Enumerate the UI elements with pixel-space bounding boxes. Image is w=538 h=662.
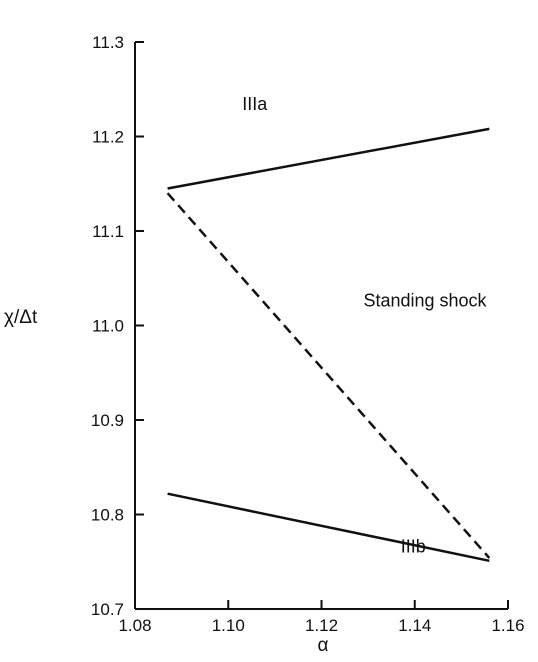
x-tick-label: 1.10: [212, 616, 245, 635]
annotation-label: IIIb: [401, 536, 426, 556]
x-tick-label: 1.12: [305, 616, 338, 635]
y-axis-title: χ/Δt: [4, 307, 38, 328]
x-tick-label: 1.16: [491, 616, 524, 635]
series-line-standing-shock: [166, 192, 491, 559]
y-tick-label: 10.7: [91, 600, 124, 619]
y-tick-label: 11.0: [92, 317, 124, 336]
series-line-iiia: [167, 127, 490, 190]
y-tick-label: 11.3: [92, 33, 124, 52]
annotation-layer: IIIa Standing shock IIIb: [242, 94, 487, 556]
y-tick-label: 10.9: [91, 411, 124, 430]
annotation-label: IIIa: [242, 94, 268, 114]
y-tick-label: 11.2: [92, 128, 124, 147]
annotation-label: Standing shock: [363, 291, 487, 311]
series-layer: [166, 127, 491, 563]
series-line-iiib: [167, 492, 490, 563]
axes: 10.7 10.8 10.9 11.0 11.1 11.2 11.3 1.08 1.10 1.12…: [91, 33, 525, 635]
x-tick-label: 1.14: [398, 616, 431, 635]
x-axis-title: α: [318, 635, 329, 656]
x-tick-label: 1.08: [118, 616, 151, 635]
y-tick-label: 10.8: [91, 506, 124, 525]
y-tick-label: 11.1: [92, 222, 124, 241]
